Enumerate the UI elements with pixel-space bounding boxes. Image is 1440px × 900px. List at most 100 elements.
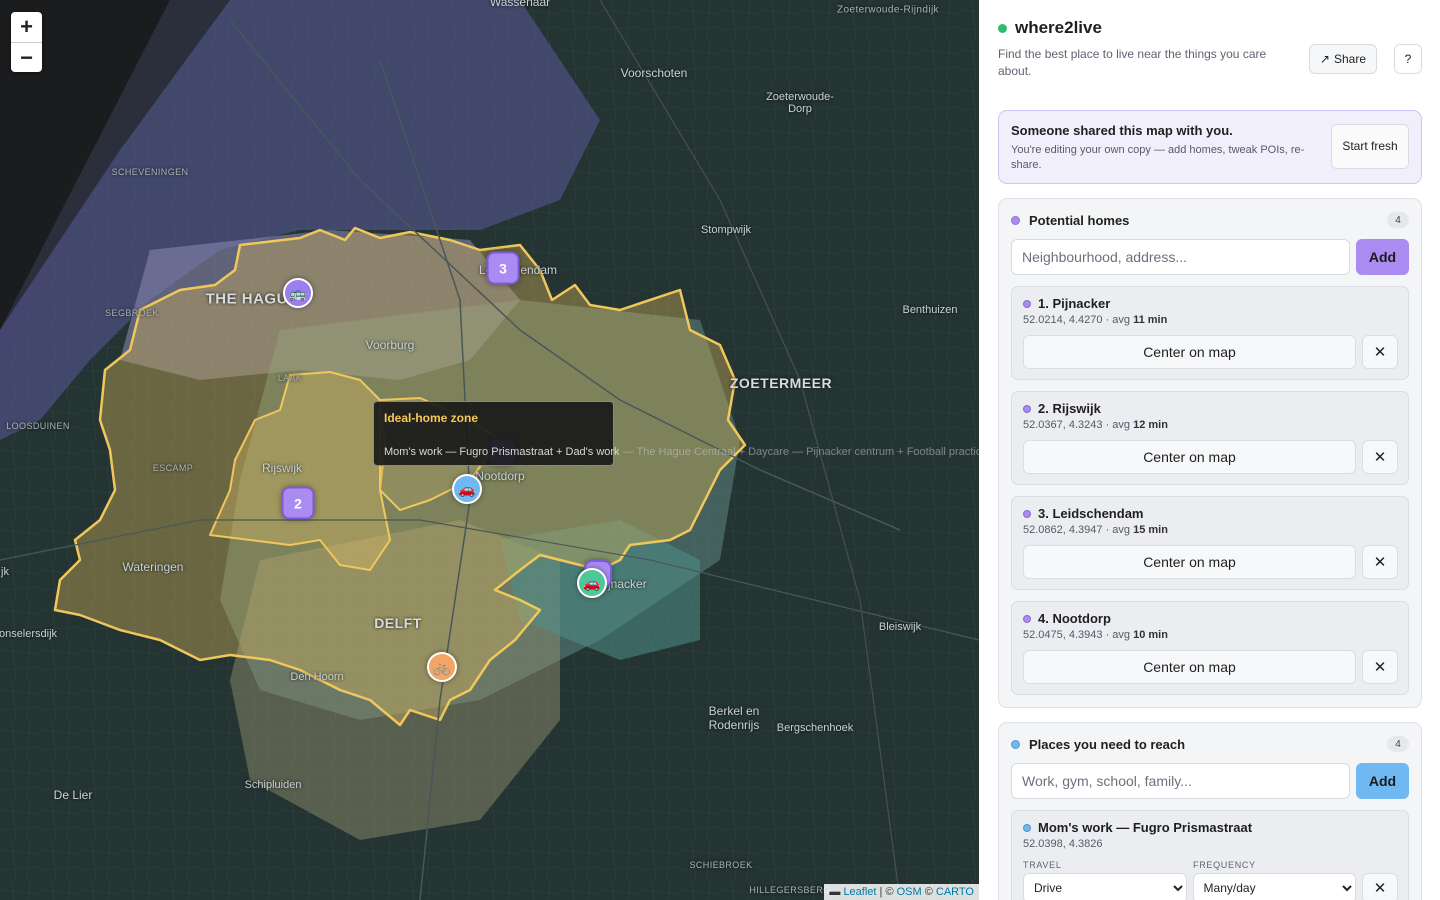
home-dot-icon [1023,299,1031,308]
home-coords: 52.0214, 4.4270 · avg [1023,314,1134,326]
isochrone-outer [0,0,600,440]
attribution-mid: © [921,886,936,898]
isochrone-bus [120,230,520,380]
place-label-bleiswijk: Bleiswijk [878,621,922,633]
car-icon[interactable]: 🚗 [577,568,607,598]
home-meta: 52.0475, 4.3943 · avg 10 min [1023,629,1398,641]
frequency-label: FREQUENCY [1193,860,1256,870]
place-item: Mom's work — Fugro Prismastraat 52.0398,… [1011,810,1409,900]
start-fresh-button[interactable]: Start fresh [1331,124,1409,169]
homes-header: Potential homes [1011,211,1409,229]
place-label-schiebroek: SCHIEBROEK [689,860,753,870]
add-home-button[interactable]: Add [1356,239,1409,275]
place-label-onselersdijk: onselersdijk [0,628,58,640]
remove-place-button[interactable]: ✕ [1362,873,1398,900]
place-label-delft: DELFT [374,615,422,631]
center-on-map-button[interactable]: Center on map [1023,650,1356,684]
place-label-hillegersberg: HILLEGERSBERG [749,885,831,895]
travel-label: TRAVEL [1023,860,1062,870]
car-icon[interactable]: 🚗 [452,474,482,504]
share-arrow-icon: ↗ [1319,52,1330,66]
place-label-zoetermeer: ZOETERMEER [729,375,833,391]
remove-home-button[interactable]: ✕ [1362,650,1398,684]
home-name: 1. Pijnacker [1038,296,1111,311]
place-coords: 52.0398, 4.3826 [1023,838,1103,850]
carto-link[interactable]: CARTO [935,886,974,898]
home-meta: 52.0367, 4.3243 · avg 12 min [1023,419,1398,431]
places-title: Places you need to reach [1029,736,1186,752]
frequency-select[interactable]: Many/day [1192,873,1357,900]
places-card: Places you need to reach 4 Add Mom's wor… [998,722,1422,900]
share-button[interactable]: ↗ Share [1308,44,1377,74]
travel-mode-select[interactable]: Drive [1023,873,1187,900]
home-search-input[interactable] [1011,239,1350,275]
flag-icon: ▬ [829,886,841,898]
home-avg: 12 min [1133,419,1168,431]
homes-dot-icon [1011,215,1020,225]
place-label-loosduinen: LOOSDUINEN [6,421,70,431]
homes-count-badge: 4 [1387,212,1409,228]
isochrone-bike [230,520,560,840]
place-label-scheveningen: SCHEVENINGEN [111,167,189,177]
help-button[interactable]: ? [1394,44,1422,74]
home-name: 3. Leidschendam [1038,506,1144,521]
remove-home-button[interactable]: ✕ [1362,545,1398,579]
place-label-zoeterwoude-dorp: Zoeterwoude-Dorp [766,91,834,115]
tooltip-body-visible: Mom's work — Fugro Prismastraat + Dad's … [384,446,620,458]
share-label: Share [1333,52,1366,66]
app-title-text: where2live [1015,18,1102,37]
bus-icon[interactable]: 🚌 [283,278,313,308]
osm-link[interactable]: OSM [896,886,922,898]
home-avg: 15 min [1133,524,1168,536]
center-on-map-button[interactable]: Center on map [1023,335,1356,369]
place-label-rijswijk: Rijswijk [262,461,302,475]
place-name: Mom's work — Fugro Prismastraat [1038,820,1253,835]
remove-home-button[interactable]: ✕ [1362,335,1398,369]
home-coords: 52.0475, 4.3943 · avg [1023,629,1134,641]
home-item: 1. Pijnacker 52.0214, 4.4270 · avg 11 mi… [1011,286,1409,380]
banner-title: Someone shared this map with you. [1011,123,1233,138]
place-label-laak: LAAK [277,373,303,383]
place-label-schipluiden: Schipluiden [244,779,302,791]
home-dot-icon [1023,614,1031,623]
ideal-zone-tooltip: Ideal-home zone Mom's work — Fugro Prism… [373,401,979,466]
places-header: Places you need to reach [1011,735,1409,753]
potential-homes-card: Potential homes 4 Add 1. Pijnacker 52.02… [998,198,1422,708]
bicycle-icon[interactable]: 🚲 [427,652,457,682]
home-cluster-marker[interactable]: 2 [281,486,315,520]
place-label-voorschoten: Voorschoten [620,66,688,80]
leaflet-link[interactable]: Leaflet [843,886,877,898]
center-on-map-button[interactable]: Center on map [1023,545,1356,579]
home-coords: 52.0367, 4.3243 · avg [1023,419,1134,431]
home-cluster-marker[interactable]: 3 [486,251,520,285]
home-meta: 52.0862, 4.3947 · avg 15 min [1023,524,1398,536]
zoom-out-button[interactable]: − [11,42,42,72]
place-label-voorburg: Voorburg [365,338,415,352]
place-dot-icon [1023,823,1031,832]
attribution-sep: | © [876,886,897,898]
home-dot-icon [1023,404,1031,413]
add-place-button[interactable]: Add [1356,763,1409,799]
places-dot-icon [1011,739,1020,749]
zoom-control: + − [11,12,42,72]
place-label-berkel: Berkel en Rodenrijs [708,704,760,732]
place-label-stompwijk: Stompwijk [700,224,752,236]
home-avg: 10 min [1133,629,1168,641]
banner-text: You're editing your own copy — add homes… [1011,144,1305,171]
center-on-map-button[interactable]: Center on map [1023,440,1356,474]
home-item: 3. Leidschendam 52.0862, 4.3947 · avg 15… [1011,496,1409,590]
homes-add-row: Add [1011,239,1409,275]
place-label-edge: jk [1,566,9,578]
tooltip-body: Mom's work — Fugro Prismastraat + Dad's … [384,446,979,458]
map-attribution: ▬ Leaflet | © OSM © CARTO [824,884,979,900]
zoom-in-button[interactable]: + [20,14,33,39]
map[interactable]: Wassenaar Zoeterwoude-Rijndijk Voorschot… [0,0,979,900]
status-dot-icon [998,23,1007,33]
place-search-input[interactable] [1011,763,1350,799]
ideal-home-zone [53,226,747,727]
place-label-benthuizen: Benthuizen [902,304,958,316]
app-title: where2live [998,18,1422,38]
remove-home-button[interactable]: ✕ [1362,440,1398,474]
sidebar: where2live Find the best place to live n… [979,0,1440,900]
tooltip-body-overflow: — The Hague Centraal + Daycare — Pijnack… [619,446,979,458]
